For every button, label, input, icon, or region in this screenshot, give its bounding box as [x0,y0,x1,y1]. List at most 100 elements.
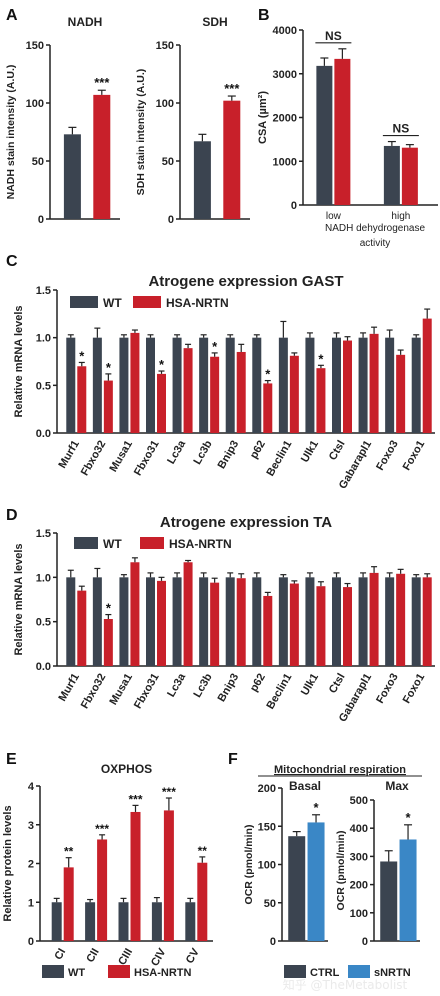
chart-b-significance: NS [393,122,410,136]
legend-d-wt-label: WT [103,537,122,551]
chart-f1-bar [307,822,325,941]
chart-d-bar [278,577,288,666]
chart-c-bar [422,318,432,433]
legend-d-nrtn-swatch [140,537,164,549]
chart-c-bar [92,337,102,433]
panel-letter-a: A [6,7,18,24]
chart-d-x-tick-label: Bnip3 [216,672,242,704]
chart-d-x-tick-label: Lc3b [192,671,215,699]
panel-b-xlabel-line2: activity [360,238,391,249]
chart-d-bar [130,562,140,666]
panel-letter-d: D [6,507,18,524]
chart-e-y-tick-label: 3 [28,820,34,832]
chart-f2-y-tick-label: 100 [350,908,368,920]
chart-e-y-label: Relative protein levels [2,805,14,921]
chart-d-x-tick-label: Musa1 [108,672,136,708]
chart-d-bar [210,582,220,666]
legend-f-snrtn-label: sNRTN [374,967,411,979]
chart-e-title: OXPHOS [101,762,152,776]
chart-c-bar [77,366,87,433]
chart-b-y-label: CSA (µm²) [257,91,269,144]
chart-f2-y-tick-label: 0 [362,936,368,948]
chart-c-bar [358,337,368,433]
chart-e-bar [97,839,108,941]
chart-a2-bar [193,141,211,219]
chart-e-y-tick-label: 1 [28,897,34,909]
chart-a1-y-label: NADH stain intensity (A.U.) [5,65,17,200]
panel-f-title: Mitochondrial respiration [274,764,406,776]
chart-b-y-tick-label: 4000 [273,25,297,37]
watermark: 知乎 @TheMetabolist [283,978,408,992]
chart-c-y-tick-label: 0.5 [36,380,51,392]
chart-d-x-tick-label: Foxo3 [374,672,401,706]
chart-a2-y-tick-label: 100 [156,98,174,110]
chart-c-bar [236,351,246,433]
chart-d-y-tick-label: 0.0 [36,661,51,673]
chart-c-bar [385,337,395,433]
chart-c-bar [66,337,76,433]
chart-d-bar [263,595,273,666]
chart-e-bar [85,902,96,941]
chart-b-bar [401,147,418,205]
chart-c-x-tick-label: Ctsl [327,439,348,463]
chart-c-x-tick-label: Foxo3 [374,439,401,473]
legend-f: CTRL sNRTN [284,965,411,979]
chart-d-bar [77,590,87,666]
chart-c-bar [225,337,235,433]
chart-d-x-tick-label: Ctsl [327,672,348,696]
chart-b-y-tick-label: 0 [291,200,297,212]
chart-b-x-tick-label: low [326,211,342,222]
chart-f2-bar [399,839,417,941]
chart-f1-bar [288,836,306,941]
chart-b-y-tick-label: 3000 [273,69,297,81]
chart-d-bar [422,577,432,666]
chart-c-significance: * [106,360,112,375]
chart-d-x-tick-label: p62 [248,672,268,694]
legend-d: WT HSA-NRTN [74,537,232,551]
chart-d-title: Atrogene expression TA [160,514,332,531]
chart-b-bar [383,145,400,205]
chart-c-x-tick-label: Bnip3 [216,439,242,471]
chart-d-bar [252,577,262,666]
chart-a1-y-tick-label: 150 [26,40,44,52]
chart-c-bar [316,368,326,433]
chart-d-bar [146,577,155,666]
chart-a2-y-tick-label: 150 [156,40,174,52]
legend-e-nrtn-label: HSA-NRTN [134,967,191,979]
chart-e-bar [63,867,74,941]
chart-c-x-tick-label: p62 [248,439,268,461]
chart-f2-y-tick-label: 200 [350,880,368,892]
chart-c-x-tick-label: Fbxo32 [79,439,109,478]
chart-c-x-tick-label: Lc3b [192,438,215,466]
chart-d-bar [396,573,406,666]
chart-e-y-tick-label: 4 [28,781,35,793]
chart-b-y-tick-label: 2000 [273,113,297,125]
legend-c-wt-swatch [70,296,98,308]
legend-e: WT HSA-NRTN [42,965,191,979]
chart-e-significance: ** [64,845,74,859]
chart-a2-y-tick-label: 50 [162,156,174,168]
chart-c-x-tick-label: Ulk1 [299,439,321,465]
chart-c-bar [146,337,155,433]
chart-d-x-tick-label: Murf1 [57,672,82,704]
chart-c-y-tick-label: 1.0 [36,333,51,345]
chart-c-bar [263,383,273,433]
chart-a1-title: NADH [68,15,103,29]
chart-c-y-label: Relative mRNA levels [13,305,25,417]
chart-d-bar [172,577,182,666]
chart-d-bar [411,577,421,666]
panel-b-xlabel-line1: NADH dehydrogenase [325,223,425,234]
chart-c-x-tick-label: Musa1 [108,439,136,475]
chart-a2-title: SDH [202,15,227,29]
chart-c-bar [157,373,166,433]
chart-d-x-tick-label: Lc3a [165,671,188,699]
chart-a1-bar [93,94,111,219]
chart-f1-y-label: OCR (pmol/min) [243,825,255,905]
panel-letter-f: F [228,751,238,768]
chart-b-bar [334,58,351,205]
panel-letter-b: B [258,7,270,24]
legend-c-wt-label: WT [103,296,122,310]
chart-d-x-tick-label: Fbxo31 [132,672,162,711]
chart-d-x-tick-label: Foxo1 [401,672,428,706]
